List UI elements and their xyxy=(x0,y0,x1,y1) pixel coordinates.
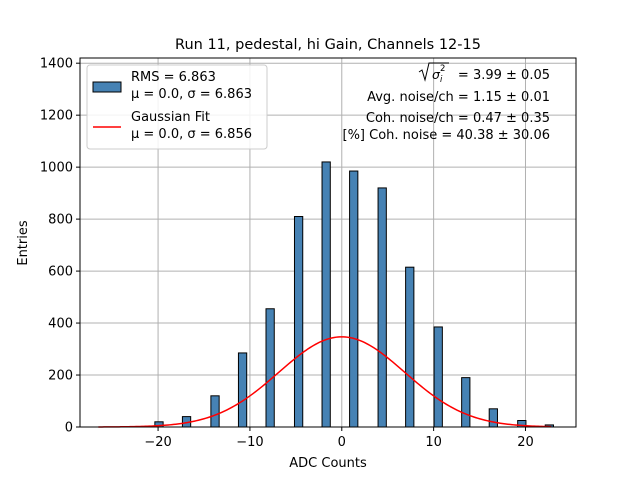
legend-box xyxy=(86,64,268,150)
legend-label-fit-params: μ = 0.0, σ = 6.856 xyxy=(131,127,252,142)
annotation-coh-noise-percent: [%] Coh. noise = 40.38 ± 30.06 xyxy=(343,128,551,143)
svg-text:σ: σ xyxy=(432,67,441,82)
y-tick-label: 1200 xyxy=(40,109,73,124)
x-axis-ticks: −20 −10 0 10 20 xyxy=(144,427,534,450)
y-tick-label: 800 xyxy=(48,213,73,228)
x-tick-label: −20 xyxy=(144,435,171,450)
x-tick-label: −10 xyxy=(236,435,263,450)
x-tick-label: 0 xyxy=(338,435,346,450)
x-axis-label: ADC Counts xyxy=(289,456,367,471)
sqrt-sigma-symbol: σ 2 i xyxy=(418,62,449,85)
histogram-bar xyxy=(488,408,498,428)
legend-patch-rms xyxy=(92,81,122,93)
svg-text:i: i xyxy=(440,75,443,85)
plot-frame xyxy=(79,57,577,428)
y-tick-label: 600 xyxy=(48,265,73,280)
histogram-bar xyxy=(405,266,415,428)
y-axis-ticks: 0 200 400 600 800 1000 1200 1400 xyxy=(40,57,80,436)
histogram-bar xyxy=(349,170,359,428)
histogram-bar xyxy=(210,395,220,428)
histogram-bar xyxy=(293,216,304,428)
histogram-bars xyxy=(154,161,554,428)
legend-label-rms: RMS = 6.863 xyxy=(131,70,216,85)
y-tick-label: 0 xyxy=(65,421,73,436)
y-axis-label: Entries xyxy=(16,220,31,266)
x-tick-label: 20 xyxy=(517,435,534,450)
gaussian-fit-curve xyxy=(98,336,552,428)
x-tick-label: 10 xyxy=(425,435,442,450)
histogram-bar xyxy=(265,308,275,428)
legend: RMS = 6.863 μ = 0.0, σ = 6.863 Gaussian … xyxy=(86,64,268,150)
annotation-avg-noise: Avg. noise/ch = 1.15 ± 0.01 xyxy=(367,90,550,105)
y-tick-label: 1000 xyxy=(40,161,73,176)
y-tick-label: 200 xyxy=(48,369,73,384)
histogram-bar xyxy=(461,377,471,428)
y-tick-label: 1400 xyxy=(40,57,73,72)
noise-annotations: σ 2 i = 3.99 ± 0.05 Avg. noise/ch = 1.15… xyxy=(343,62,551,143)
annotation-sigma-value: = 3.99 ± 0.05 xyxy=(458,68,550,83)
chart-title: Run 11, pedestal, hi Gain, Channels 12-1… xyxy=(175,37,481,53)
legend-label-rms-params: μ = 0.0, σ = 6.863 xyxy=(131,87,252,102)
y-tick-label: 400 xyxy=(48,317,73,332)
legend-label-fit: Gaussian Fit xyxy=(131,110,210,125)
annotation-coh-noise: Coh. noise/ch = 0.47 ± 0.35 xyxy=(366,111,550,126)
histogram-bar xyxy=(321,161,331,428)
histogram-bar xyxy=(433,326,443,428)
histogram-bar xyxy=(237,352,248,428)
histogram-bar xyxy=(377,187,387,428)
svg-text:2: 2 xyxy=(440,64,445,74)
